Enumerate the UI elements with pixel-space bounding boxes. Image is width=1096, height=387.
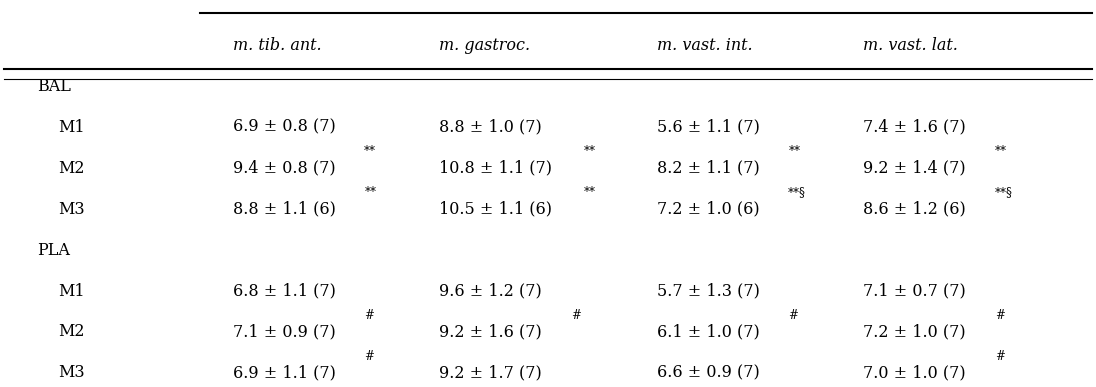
Text: **: ** bbox=[364, 187, 376, 199]
Text: M2: M2 bbox=[58, 159, 85, 176]
Text: M2: M2 bbox=[58, 324, 85, 341]
Text: M1: M1 bbox=[58, 118, 85, 135]
Text: #: # bbox=[571, 309, 581, 322]
Text: 7.1 ± 0.7 (7): 7.1 ± 0.7 (7) bbox=[864, 283, 967, 300]
Text: 6.9 ± 1.1 (7): 6.9 ± 1.1 (7) bbox=[232, 365, 335, 382]
Text: 6.9 ± 0.8 (7): 6.9 ± 0.8 (7) bbox=[232, 118, 335, 135]
Text: 8.6 ± 1.2 (6): 8.6 ± 1.2 (6) bbox=[864, 200, 967, 217]
Text: **: ** bbox=[364, 146, 376, 158]
Text: 6.1 ± 1.0 (7): 6.1 ± 1.0 (7) bbox=[657, 324, 760, 341]
Text: 9.2 ± 1.4 (7): 9.2 ± 1.4 (7) bbox=[864, 159, 966, 176]
Text: **§: **§ bbox=[995, 187, 1013, 199]
Text: 10.5 ± 1.1 (6): 10.5 ± 1.1 (6) bbox=[439, 200, 552, 217]
Text: 10.8 ± 1.1 (7): 10.8 ± 1.1 (7) bbox=[439, 159, 552, 176]
Text: **: ** bbox=[788, 146, 800, 158]
Text: #: # bbox=[364, 309, 374, 322]
Text: #: # bbox=[995, 309, 1005, 322]
Text: 7.2 ± 1.0 (6): 7.2 ± 1.0 (6) bbox=[657, 200, 760, 217]
Text: **: ** bbox=[584, 146, 596, 158]
Text: #: # bbox=[364, 350, 374, 363]
Text: m. gastroc.: m. gastroc. bbox=[439, 37, 530, 54]
Text: m. tib. ant.: m. tib. ant. bbox=[232, 37, 321, 54]
Text: #: # bbox=[788, 309, 798, 322]
Text: BAL: BAL bbox=[37, 78, 70, 94]
Text: **: ** bbox=[584, 187, 596, 199]
Text: 9.2 ± 1.6 (7): 9.2 ± 1.6 (7) bbox=[439, 324, 543, 341]
Text: m. vast. lat.: m. vast. lat. bbox=[864, 37, 958, 54]
Text: 9.2 ± 1.7 (7): 9.2 ± 1.7 (7) bbox=[439, 365, 543, 382]
Text: 9.6 ± 1.2 (7): 9.6 ± 1.2 (7) bbox=[439, 283, 543, 300]
Text: 5.6 ± 1.1 (7): 5.6 ± 1.1 (7) bbox=[657, 118, 760, 135]
Text: **: ** bbox=[995, 146, 1007, 158]
Text: 9.4 ± 0.8 (7): 9.4 ± 0.8 (7) bbox=[232, 159, 335, 176]
Text: #: # bbox=[995, 350, 1005, 363]
Text: 8.2 ± 1.1 (7): 8.2 ± 1.1 (7) bbox=[657, 159, 760, 176]
Text: 7.1 ± 0.9 (7): 7.1 ± 0.9 (7) bbox=[232, 324, 335, 341]
Text: 8.8 ± 1.0 (7): 8.8 ± 1.0 (7) bbox=[439, 118, 543, 135]
Text: **§: **§ bbox=[788, 187, 806, 199]
Text: M3: M3 bbox=[58, 365, 85, 382]
Text: 7.2 ± 1.0 (7): 7.2 ± 1.0 (7) bbox=[864, 324, 966, 341]
Text: M3: M3 bbox=[58, 200, 85, 217]
Text: M1: M1 bbox=[58, 283, 85, 300]
Text: 8.8 ± 1.1 (6): 8.8 ± 1.1 (6) bbox=[232, 200, 335, 217]
Text: 7.0 ± 1.0 (7): 7.0 ± 1.0 (7) bbox=[864, 365, 966, 382]
Text: 5.7 ± 1.3 (7): 5.7 ± 1.3 (7) bbox=[657, 283, 760, 300]
Text: 6.6 ± 0.9 (7): 6.6 ± 0.9 (7) bbox=[657, 365, 760, 382]
Text: 7.4 ± 1.6 (7): 7.4 ± 1.6 (7) bbox=[864, 118, 967, 135]
Text: PLA: PLA bbox=[37, 241, 70, 259]
Text: 6.8 ± 1.1 (7): 6.8 ± 1.1 (7) bbox=[232, 283, 335, 300]
Text: m. vast. int.: m. vast. int. bbox=[657, 37, 752, 54]
